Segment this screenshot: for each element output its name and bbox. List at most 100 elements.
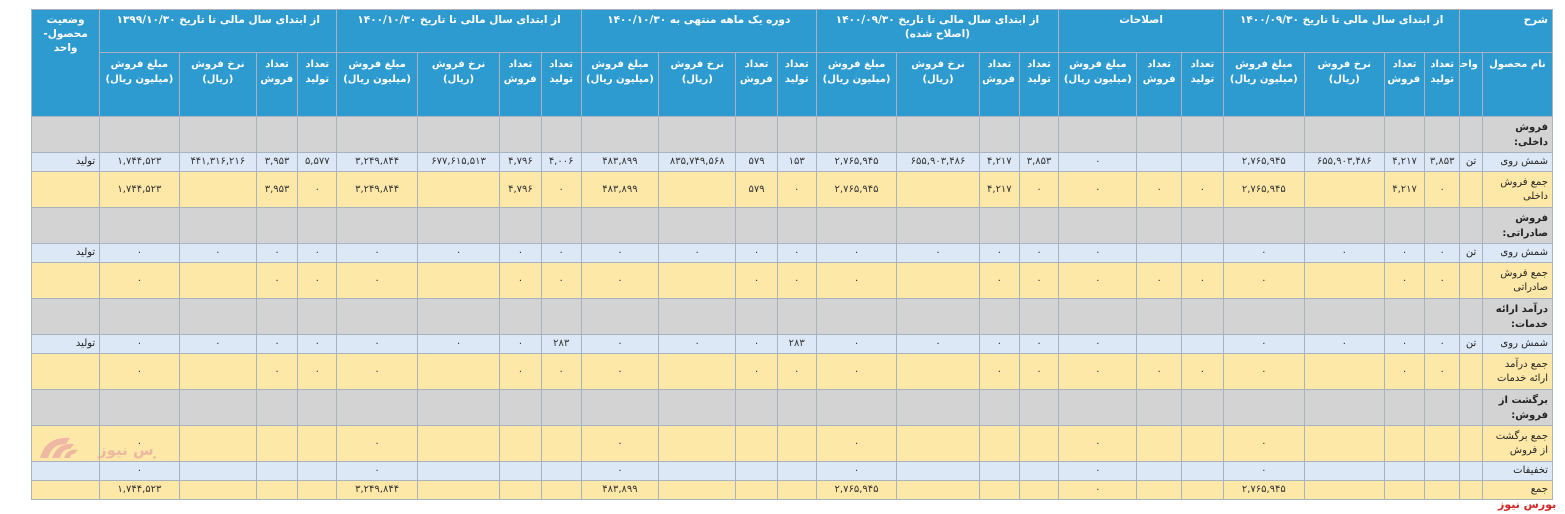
value-cell: ۰ <box>336 334 418 354</box>
unit-cell <box>1459 480 1483 500</box>
value-cell: ۱۵۳ <box>776 152 817 172</box>
value-cell <box>1180 334 1225 354</box>
section-header-row: فروش صادراتی: <box>30 207 1554 244</box>
value-cell <box>1223 116 1305 153</box>
value-cell <box>1136 334 1182 354</box>
value-cell <box>978 389 1020 426</box>
value-cell: ۰ <box>1180 262 1225 299</box>
value-cell: ۰ <box>580 262 660 299</box>
sales-report-table: شرح از ابتدای سال مالی تا تاریخ ۱۴۰۰/۰۹/… <box>30 9 1554 500</box>
value-cell: ۰ <box>658 334 737 354</box>
value-cell <box>815 116 898 153</box>
value-cell: ۸۳۵,۷۴۹,۵۶۸ <box>658 152 737 172</box>
table-row: جمع ۲,۷۶۵,۹۴۵ ۰ ۲,۷۶۵,۹۴۵ ۴۸۳,۸۹۹ ۳,۲۴۹,۸۴۴ ۱,… <box>30 480 1554 500</box>
sub-header-cell: تعداد فروش <box>499 52 542 117</box>
value-cell: ۰ <box>580 353 660 390</box>
value-cell <box>978 461 1020 481</box>
sub-header-cell: تعداد تولید <box>776 52 817 117</box>
status-cell <box>30 116 101 153</box>
sub-header-cell: مبلغ فروش (میلیون ریال) <box>1223 52 1305 117</box>
value-cell: ۰ <box>499 262 542 299</box>
value-cell: ۰ <box>1058 425 1138 462</box>
value-cell <box>416 480 501 500</box>
value-cell <box>178 353 257 390</box>
value-cell <box>735 298 778 335</box>
value-cell <box>416 461 501 481</box>
table-row: جمع فروش داخلی ۰ ۴,۲۱۷ ۲,۷۶۵,۹۴۵ ۰ ۰ ۰ ۰ ۴,۲۱۷ ۲,… <box>30 171 1554 208</box>
unit-cell <box>1459 389 1483 426</box>
value-cell <box>416 171 501 208</box>
sub-header-cell: مبلغ فروش (میلیون ریال) <box>99 52 180 117</box>
value-cell: ۰ <box>1058 243 1138 263</box>
header-group-one-month: دوره یک ماهه منتهی به ۱۴۰۰/۱۰/۳۰ <box>580 9 817 53</box>
value-cell: ۶۵۵,۹۰۳,۴۸۶ <box>1303 152 1385 172</box>
value-cell: ۴,۷۹۶ <box>499 171 542 208</box>
value-cell <box>1424 480 1461 500</box>
value-cell: ۰ <box>1018 171 1060 208</box>
value-cell: ۰ <box>896 334 980 354</box>
value-cell: ۲,۷۶۵,۹۴۵ <box>1223 480 1305 500</box>
value-cell: ۱,۷۴۴,۵۲۳ <box>99 152 180 172</box>
value-cell: ۰ <box>735 353 778 390</box>
unit-cell <box>1459 171 1483 208</box>
value-cell <box>1136 461 1182 481</box>
value-cell: ۰ <box>1136 262 1182 299</box>
sub-header-cell: تعداد فروش <box>1383 52 1426 117</box>
section-header-row: فروش داخلی: <box>30 116 1554 153</box>
value-cell <box>658 480 737 500</box>
status-cell: تولید <box>30 334 101 354</box>
value-cell <box>1018 461 1060 481</box>
value-cell <box>416 425 501 462</box>
value-cell <box>1136 425 1182 462</box>
value-cell: ۰ <box>1424 334 1461 354</box>
value-cell: ۰ <box>99 353 180 390</box>
value-cell <box>735 425 778 462</box>
value-cell <box>255 116 299 153</box>
value-cell <box>297 425 338 462</box>
value-cell: ۰ <box>815 425 898 462</box>
header-group-period-current: از ابتدای سال مالی تا تاریخ ۱۴۰۰/۱۰/۳۰ <box>336 9 582 53</box>
value-cell: ۰ <box>1058 334 1138 354</box>
value-cell <box>1424 116 1461 153</box>
value-cell <box>499 207 542 244</box>
value-cell: ۴,۲۱۷ <box>1383 152 1426 172</box>
value-cell <box>1136 116 1182 153</box>
value-cell <box>1424 207 1461 244</box>
value-cell <box>658 425 737 462</box>
value-cell <box>540 461 582 481</box>
status-cell <box>30 353 101 390</box>
sub-header-cell: نام محصول <box>1481 52 1554 117</box>
header-group-period-1: از ابتدای سال مالی تا تاریخ ۱۴۰۰/۰۹/۳۰ <box>1223 9 1461 53</box>
value-cell <box>416 207 501 244</box>
value-cell: ۰ <box>1223 425 1305 462</box>
value-cell: ۴,۲۱۷ <box>978 171 1020 208</box>
value-cell <box>1303 480 1385 500</box>
value-cell: ۰ <box>1136 353 1182 390</box>
value-cell <box>896 171 980 208</box>
value-cell: ۰ <box>1223 353 1305 390</box>
status-cell <box>30 425 101 462</box>
value-cell: ۰ <box>540 353 582 390</box>
value-cell <box>978 298 1020 335</box>
value-cell <box>1223 298 1305 335</box>
value-cell <box>658 116 737 153</box>
value-cell <box>735 116 778 153</box>
sub-header-cell: نرخ فروش (ریال) <box>896 52 980 117</box>
value-cell <box>1018 207 1060 244</box>
value-cell: ۴,۰۰۶ <box>540 152 582 172</box>
row-label: درآمد ارائه خدمات: <box>1481 298 1554 335</box>
value-cell: ۰ <box>1018 334 1060 354</box>
value-cell <box>178 116 257 153</box>
value-cell: ۰ <box>99 425 180 462</box>
value-cell <box>978 425 1020 462</box>
value-cell <box>658 262 737 299</box>
value-cell <box>1424 298 1461 335</box>
value-cell: ۰ <box>735 243 778 263</box>
value-cell: ۰ <box>336 461 418 481</box>
value-cell: ۶۵۵,۹۰۳,۴۸۶ <box>896 152 980 172</box>
value-cell: ۵,۵۷۷ <box>297 152 338 172</box>
value-cell: ۰ <box>178 243 257 263</box>
value-cell: ۰ <box>1424 353 1461 390</box>
value-cell <box>896 389 980 426</box>
value-cell: ۳,۸۵۳ <box>1424 152 1461 172</box>
